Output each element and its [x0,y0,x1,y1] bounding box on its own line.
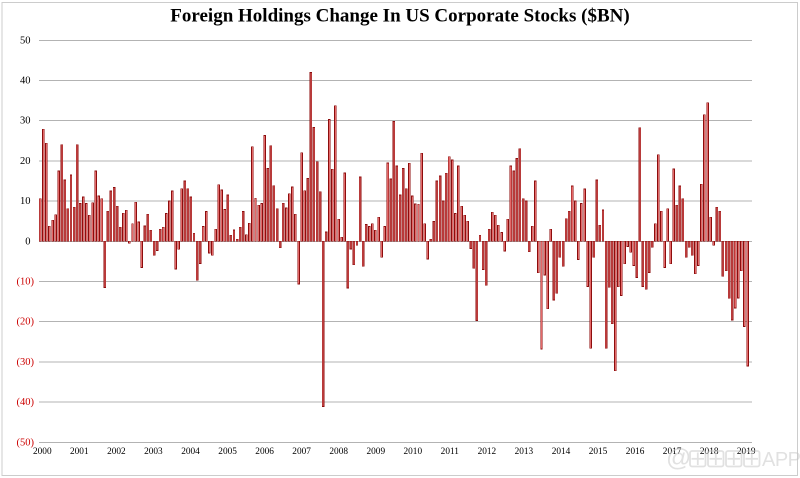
svg-text:2007: 2007 [292,447,311,457]
svg-text:(20): (20) [17,317,35,328]
svg-text:2001: 2001 [70,447,89,457]
svg-text:(10): (10) [17,277,35,288]
svg-text:2012: 2012 [478,447,497,457]
svg-text:2015: 2015 [589,447,608,457]
svg-text:2004: 2004 [181,447,200,457]
svg-text:10: 10 [20,196,31,207]
svg-text:2005: 2005 [218,447,237,457]
svg-text:2008: 2008 [329,447,348,457]
svg-text:(50): (50) [17,437,35,448]
svg-text:30: 30 [20,116,31,127]
svg-text:2000: 2000 [33,447,52,457]
svg-text:50: 50 [20,35,31,46]
svg-text:Foreign Holdings Change In US: Foreign Holdings Change In US Corporate … [170,6,629,27]
svg-text:0: 0 [25,236,30,247]
svg-text:2011: 2011 [441,447,460,457]
svg-text:(30): (30) [17,357,35,368]
svg-text:APP: APP [762,449,800,471]
svg-text:2014: 2014 [552,447,571,457]
svg-text:20: 20 [20,156,31,167]
svg-text:(40): (40) [17,397,35,408]
svg-text:2016: 2016 [626,447,645,457]
svg-text:2002: 2002 [107,447,126,457]
svg-text:@: @ [666,444,691,472]
svg-text:2019: 2019 [737,447,756,457]
svg-text:2013: 2013 [515,447,534,457]
svg-text:2009: 2009 [367,447,386,457]
svg-text:2017: 2017 [663,447,682,457]
svg-text:2006: 2006 [255,447,274,457]
svg-text:40: 40 [20,76,31,87]
svg-text:2010: 2010 [404,447,423,457]
svg-text:2003: 2003 [144,447,163,457]
